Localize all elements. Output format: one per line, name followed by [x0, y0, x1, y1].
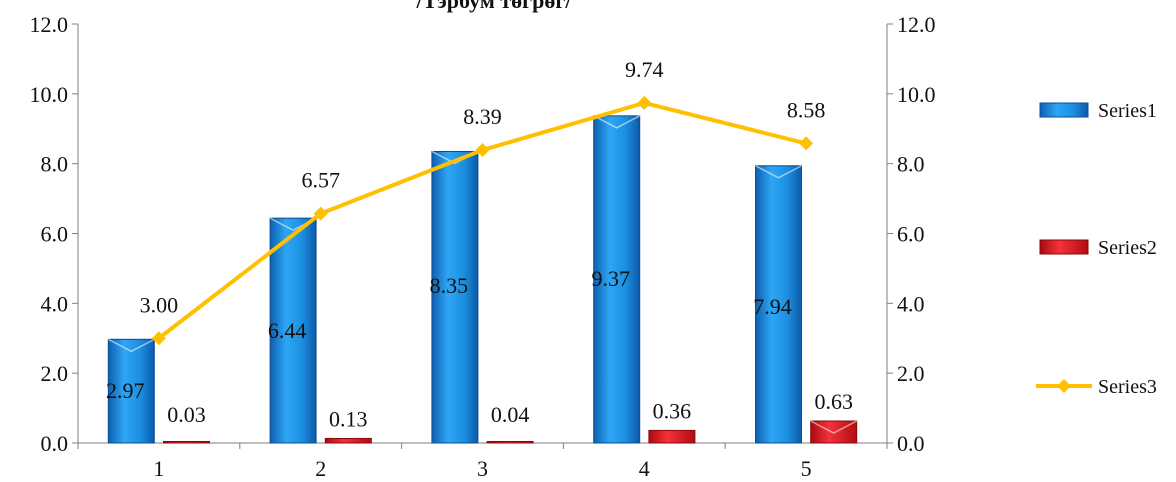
- y2-tick-label: 8.0: [897, 152, 925, 177]
- data-label-series1: 7.94: [753, 294, 792, 319]
- legend-label-series2: Series2: [1098, 237, 1157, 259]
- data-label-series2: 0.03: [167, 402, 206, 427]
- bar-series2-1: [164, 442, 210, 444]
- legend-label-series3: Series3: [1098, 376, 1157, 398]
- data-label-series1: 8.35: [430, 273, 469, 298]
- x-tick-label: 3: [477, 456, 488, 481]
- y-tick-label: 6.0: [41, 222, 69, 247]
- data-label-series3: 9.74: [625, 57, 664, 82]
- line-series3: [159, 103, 806, 338]
- y-tick-label: 8.0: [41, 152, 69, 177]
- bar-series2-2: [325, 438, 371, 443]
- x-tick-label: 1: [153, 456, 164, 481]
- legend-label-series1: Series1: [1098, 100, 1157, 122]
- line-marker-4: [637, 96, 651, 110]
- x-tick-label: 5: [801, 456, 812, 481]
- y2-tick-label: 10.0: [897, 82, 936, 107]
- data-label-series3: 8.39: [463, 104, 502, 129]
- bar-series2-4: [649, 430, 695, 443]
- y-tick-label: 10.0: [30, 82, 69, 107]
- y-tick-label: 12.0: [30, 12, 69, 37]
- y2-tick-label: 0.0: [897, 431, 925, 456]
- y2-tick-label: 4.0: [897, 291, 925, 316]
- data-label-series3: 6.57: [301, 168, 340, 193]
- bar-series2-3: [487, 442, 533, 444]
- legend-marker-series3: [1057, 379, 1071, 393]
- y2-tick-label: 6.0: [897, 222, 925, 247]
- x-tick-label: 4: [639, 456, 650, 481]
- data-label-series2: 0.63: [814, 389, 853, 414]
- y-tick-label: 4.0: [41, 291, 69, 316]
- line-marker-5: [799, 136, 813, 150]
- data-label-series1: 6.44: [268, 318, 307, 343]
- legend-swatch-series2: [1040, 240, 1088, 254]
- data-label-series3: 3.00: [140, 292, 179, 317]
- data-label-series2: 0.36: [653, 398, 692, 423]
- y2-tick-label: 12.0: [897, 12, 936, 37]
- x-tick-label: 2: [315, 456, 326, 481]
- chart-title: /Тэрбум төгрөг/: [415, 0, 572, 13]
- data-label-series3: 8.58: [787, 97, 826, 122]
- y-tick-label: 2.0: [41, 361, 69, 386]
- y-tick-label: 0.0: [41, 431, 69, 456]
- data-label-series2: 0.13: [329, 406, 368, 431]
- data-label-series1: 2.97: [106, 378, 145, 403]
- data-label-series1: 9.37: [591, 266, 630, 291]
- data-label-series2: 0.04: [491, 402, 530, 427]
- legend-swatch-series1: [1040, 103, 1088, 117]
- y2-tick-label: 2.0: [897, 361, 925, 386]
